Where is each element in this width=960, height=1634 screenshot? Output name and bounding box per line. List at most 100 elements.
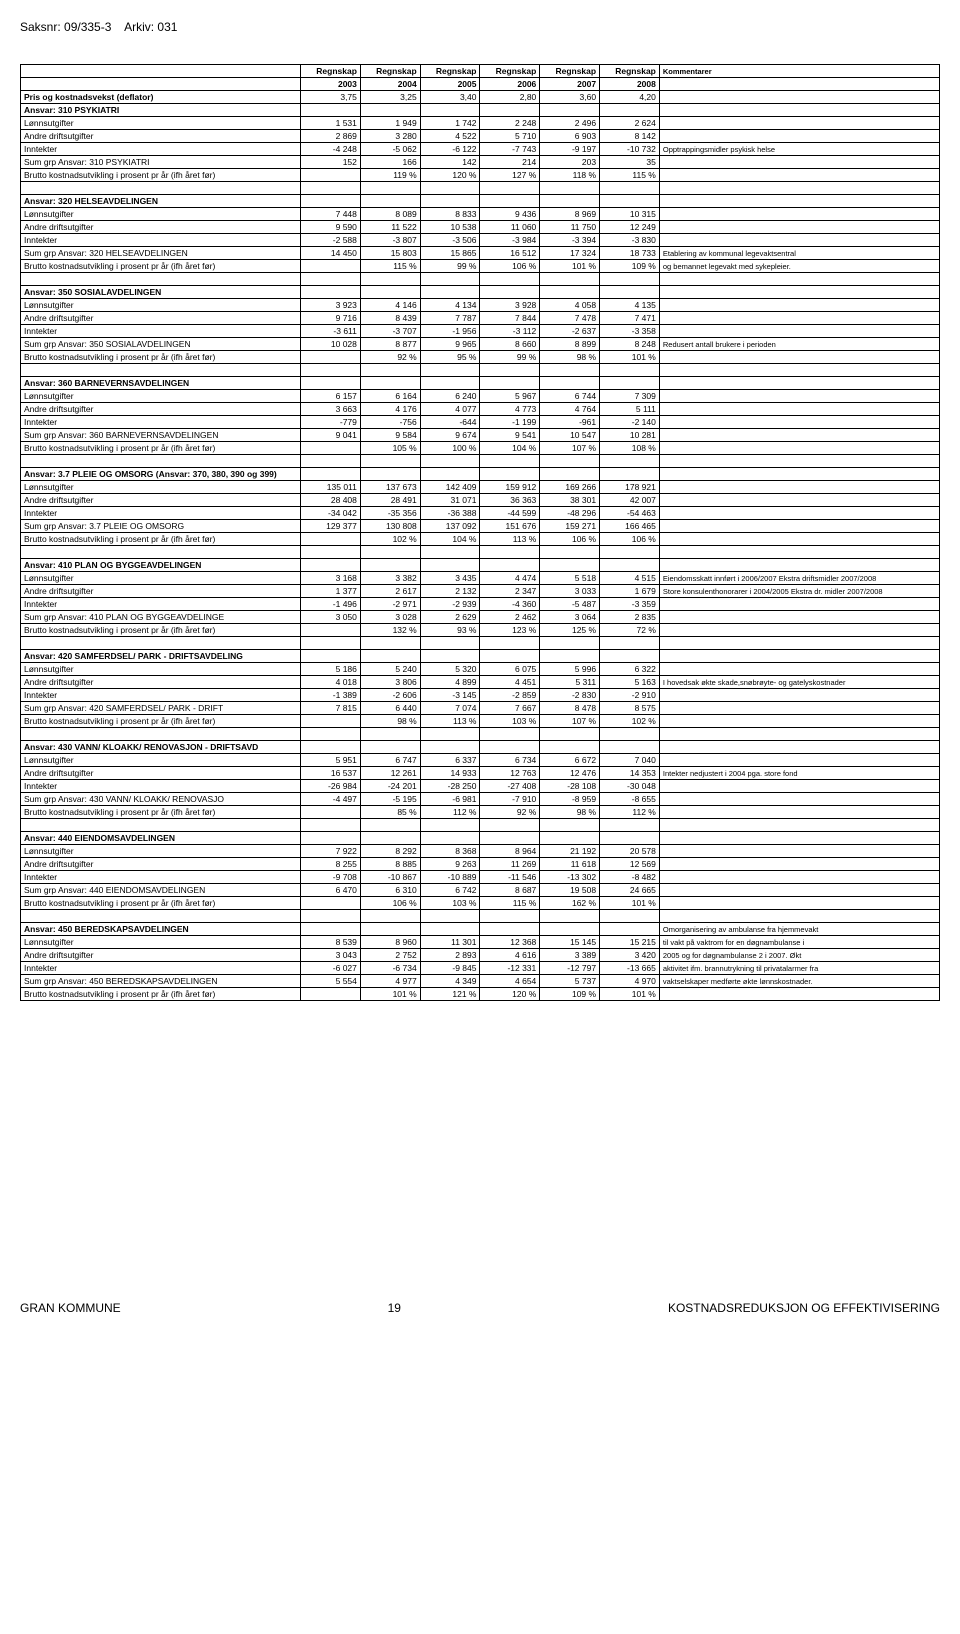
cell: -6 981 [420, 793, 480, 806]
comment-cell [659, 416, 939, 429]
cell [480, 559, 540, 572]
cell: 2 462 [480, 611, 540, 624]
empty-cell [540, 637, 600, 650]
cell: 107 % [540, 715, 600, 728]
data-row: Sum grp Ansvar: 3.7 PLEIE OG OMSORG [21, 520, 301, 533]
cell: -9 845 [420, 962, 480, 975]
cell: 178 921 [600, 481, 660, 494]
cell [420, 741, 480, 754]
section-title: Ansvar: 310 PSYKIATRI [21, 104, 301, 117]
cell: 2 893 [420, 949, 480, 962]
cell: -3 707 [360, 325, 420, 338]
cell: 92 % [480, 806, 540, 819]
cell: 8 142 [600, 130, 660, 143]
empty-cell [301, 819, 361, 832]
cell: 106 % [600, 533, 660, 546]
empty-cell [659, 819, 939, 832]
data-row: Lønnsutgifter [21, 481, 301, 494]
data-row: Inntekter [21, 416, 301, 429]
col-blank [21, 65, 301, 78]
cell: 95 % [420, 351, 480, 364]
cell [600, 468, 660, 481]
cell: 3 928 [480, 299, 540, 312]
data-row: Brutto kostnadsutvikling i prosent pr år… [21, 169, 301, 182]
cell [540, 104, 600, 117]
col-h-2005: Regnskap [420, 65, 480, 78]
cell: -7 743 [480, 143, 540, 156]
empty-cell [600, 819, 660, 832]
data-row: Inntekter [21, 143, 301, 156]
cell: 42 007 [600, 494, 660, 507]
comment-cell [659, 780, 939, 793]
data-row: Andre driftsutgifter [21, 858, 301, 871]
cell: 8 960 [360, 936, 420, 949]
cell: 4 515 [600, 572, 660, 585]
cell [480, 377, 540, 390]
cell: 109 % [600, 260, 660, 273]
cell: 102 % [600, 715, 660, 728]
comment-cell [659, 403, 939, 416]
col-h-2008: Regnskap [600, 65, 660, 78]
cell [480, 741, 540, 754]
cell [301, 741, 361, 754]
empty-cell [480, 182, 540, 195]
cell: 9 041 [301, 429, 361, 442]
cell: 8 089 [360, 208, 420, 221]
cell: 2 752 [360, 949, 420, 962]
cell: 11 060 [480, 221, 540, 234]
empty-cell [480, 273, 540, 286]
cell [420, 195, 480, 208]
empty-cell [600, 546, 660, 559]
cell: 121 % [420, 988, 480, 1001]
cell: 8 885 [360, 858, 420, 871]
comment-cell [659, 806, 939, 819]
cell: 4 899 [420, 676, 480, 689]
comment-cell [659, 702, 939, 715]
cell: 120 % [480, 988, 540, 1001]
cell: 8 439 [360, 312, 420, 325]
cell: -3 394 [540, 234, 600, 247]
cell: 137 673 [360, 481, 420, 494]
empty-cell [420, 546, 480, 559]
cell: 3 168 [301, 572, 361, 585]
cell: 135 011 [301, 481, 361, 494]
empty-cell [420, 819, 480, 832]
cell: 7 448 [301, 208, 361, 221]
cell: 15 145 [540, 936, 600, 949]
cell [360, 650, 420, 663]
cell: 104 % [480, 442, 540, 455]
cell: 3,60 [540, 91, 600, 104]
cell: 159 912 [480, 481, 540, 494]
cell: 12 569 [600, 858, 660, 871]
cell: -44 599 [480, 507, 540, 520]
data-row: Lønnsutgifter [21, 572, 301, 585]
cell: -3 359 [600, 598, 660, 611]
empty-cell [659, 637, 939, 650]
comment-cell [659, 442, 939, 455]
cell: 3 050 [301, 611, 361, 624]
empty-cell [600, 182, 660, 195]
cell: -54 463 [600, 507, 660, 520]
cell: 137 092 [420, 520, 480, 533]
cell [480, 286, 540, 299]
cell: 8 368 [420, 845, 480, 858]
data-row: Sum grp Ansvar: 420 SAMFERDSEL/ PARK - D… [21, 702, 301, 715]
comment-cell [659, 520, 939, 533]
cell: 28 491 [360, 494, 420, 507]
cell [360, 923, 420, 936]
comment-cell: Etablering av kommunal legevaktsentral [659, 247, 939, 260]
cell: 72 % [600, 624, 660, 637]
cell: -4 360 [480, 598, 540, 611]
cell: 28 408 [301, 494, 361, 507]
empty-cell [21, 819, 301, 832]
cell [480, 923, 540, 936]
cell: 1 742 [420, 117, 480, 130]
cell: 98 % [540, 351, 600, 364]
cell: 9 674 [420, 429, 480, 442]
section-title: Ansvar: 3.7 PLEIE OG OMSORG (Ansvar: 370… [21, 468, 301, 481]
data-row: Andre driftsutgifter [21, 767, 301, 780]
cell: 7 922 [301, 845, 361, 858]
empty-cell [360, 364, 420, 377]
section-title: Ansvar: 350 SOSIALAVDELINGEN [21, 286, 301, 299]
cell: -8 959 [540, 793, 600, 806]
